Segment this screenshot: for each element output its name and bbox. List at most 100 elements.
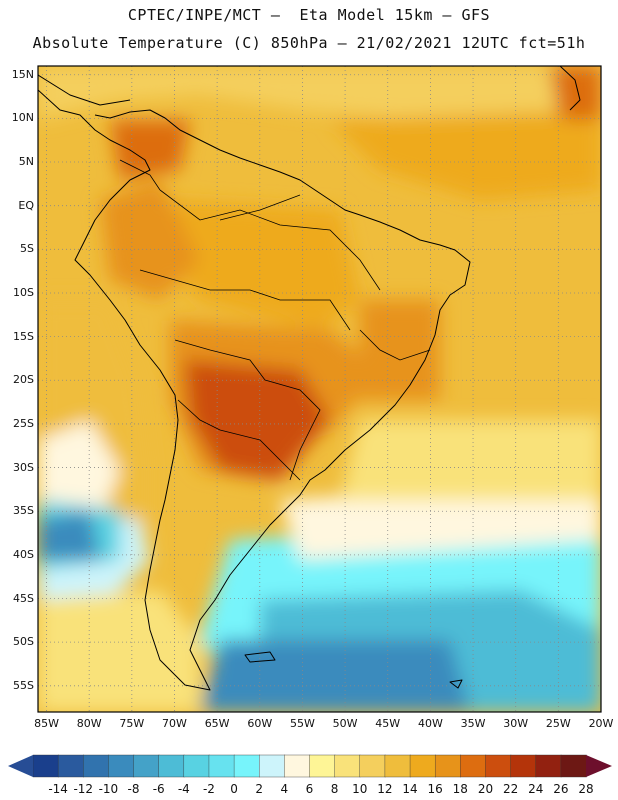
border-bolivia-paraguay [174, 339, 321, 481]
colorbar-swatch [309, 754, 336, 778]
colorbar-label: -8 [127, 782, 140, 796]
colorbar-arrow-right [586, 755, 612, 777]
coastline-central-america [38, 74, 131, 106]
colorbar-label: 2 [255, 782, 264, 796]
colorbar-label: 24 [528, 782, 544, 796]
colorbar-swatch [133, 754, 160, 778]
colorbar-label: 10 [352, 782, 368, 796]
colorbar-label: 18 [452, 782, 468, 796]
lat-label: 10N [11, 111, 34, 125]
field-tropical-atlantic [330, 110, 601, 200]
colorbar-label: -4 [177, 782, 190, 796]
colorbar [8, 754, 612, 778]
border-argentina [177, 399, 301, 481]
colorbar-swatch [183, 754, 210, 778]
field-north-ocean [38, 66, 601, 160]
lat-label: EQ [18, 198, 34, 212]
field-hot-core [185, 360, 330, 480]
colorbar-swatch [334, 754, 361, 778]
field-south-atlantic-coldest [200, 640, 470, 712]
border-amazon-north [159, 189, 381, 291]
coastline-south-georgia [449, 679, 463, 689]
colorbar-label: 4 [280, 782, 289, 796]
colorbar-swatch [158, 754, 185, 778]
colorbar-swatch [409, 754, 436, 778]
border-colombia-ecuador [119, 159, 161, 191]
colorbar-swatch [108, 754, 135, 778]
colorbar-label: -14 [48, 782, 68, 796]
colorbar-swatch [434, 754, 462, 778]
lat-label: 40S [13, 547, 34, 561]
border-venezuela [219, 194, 301, 221]
colorbar-swatch [460, 754, 487, 778]
colorbar-label: 8 [330, 782, 339, 796]
lon-label: 25W [545, 717, 571, 730]
field-andes-north [100, 180, 200, 300]
chart-title-line-2: Absolute Temperature (C) 850hPa – 21/02/… [32, 34, 586, 52]
lat-label: 45S [13, 591, 34, 605]
map-border [37, 65, 602, 713]
colorbar-label: 0 [230, 782, 238, 796]
chart-title-line-1: CPTEC/INPE/MCT – Eta Model 15km – GFS [127, 6, 491, 24]
colorbar-swatch [208, 754, 235, 778]
field-pacific-coldest [38, 510, 100, 560]
colorbar-label: 6 [305, 782, 314, 796]
lat-label: 5S [20, 242, 34, 256]
colorbar-swatch [32, 754, 59, 778]
field-northeast-corner [550, 66, 601, 120]
colorbar-swatch [359, 754, 386, 778]
lon-label: 80W [76, 717, 102, 730]
lat-label: 30S [13, 460, 34, 474]
lon-label: 20W [588, 717, 614, 730]
field-amazon [150, 200, 360, 330]
coastlines [38, 66, 581, 691]
field-southwest-warm [38, 590, 200, 712]
coastline-africa-edge [559, 66, 581, 111]
lon-label: 30W [503, 717, 529, 730]
colorbar-label: -2 [202, 782, 215, 796]
lon-label: 35W [460, 717, 486, 730]
lat-label: 5N [18, 155, 34, 169]
border-peru-brazil [139, 269, 351, 331]
lat-label: 55S [13, 678, 34, 692]
colorbar-swatch [384, 754, 411, 778]
field-mid-atlantic-warm [340, 420, 601, 500]
lon-label: 60W [247, 717, 273, 730]
colorbar-swatch [535, 754, 562, 778]
lon-label: 75W [119, 717, 145, 730]
colorbar-label: 14 [402, 782, 418, 796]
lat-label: 35S [13, 504, 34, 518]
colorbar-swatch [510, 754, 537, 778]
colorbar-swatch [57, 754, 84, 778]
lon-label: 50W [332, 717, 358, 730]
colorbar-arrow-left [8, 755, 33, 777]
colorbar-label: 12 [377, 782, 393, 796]
colorbar-swatch [83, 754, 110, 778]
temperature-field [38, 66, 601, 712]
lat-label: 15S [13, 329, 34, 343]
lon-label: 65W [204, 717, 230, 730]
coastline-falklands [244, 651, 276, 663]
country-borders [119, 159, 431, 481]
colorbar-label: -12 [73, 782, 94, 796]
colorbar-swatch [259, 754, 286, 778]
lat-label: 50S [13, 635, 34, 649]
colorbar-label: -6 [152, 782, 165, 796]
field-pacific-cool [38, 420, 120, 520]
colorbar-label: 16 [427, 782, 443, 796]
lat-label: 25S [13, 416, 34, 430]
colorbar-swatch [485, 754, 512, 778]
colorbar-swatch [560, 754, 587, 778]
lon-label: 70W [162, 717, 187, 730]
lat-label: 20S [13, 373, 34, 387]
lat-label: 15N [11, 67, 34, 81]
colorbar-label: 28 [578, 782, 594, 796]
colorbar-label: 22 [502, 782, 519, 796]
border-brazil-states [359, 329, 431, 361]
lon-label: 55W [290, 717, 315, 730]
lon-label: 45W [375, 717, 401, 730]
colorbar-label: -10 [98, 782, 119, 796]
colorbar-swatch [233, 754, 260, 778]
lat-label: 10S [13, 285, 34, 299]
coastline-south-america [38, 89, 471, 691]
